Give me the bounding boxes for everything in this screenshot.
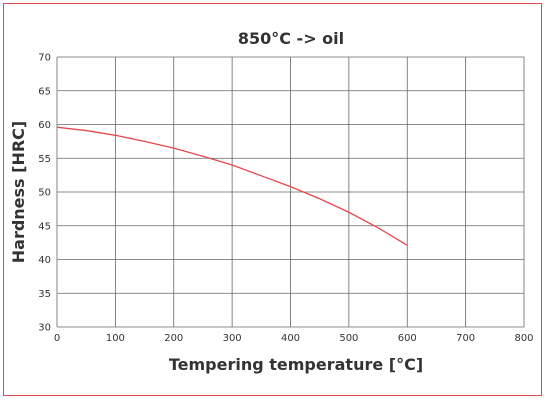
x-tick-label: 100 [106,333,125,344]
y-tick-label: 60 [38,120,51,131]
chart-title: 850°C -> oil [238,29,344,48]
y-tick-label: 65 [38,86,51,97]
y-tick-label: 50 [38,188,51,199]
y-tick-label: 55 [38,154,51,165]
x-tick-label: 400 [281,333,300,344]
x-tick-labels: 0 100 200 300 400 500 600 700 800 [54,333,534,344]
y-tick-label: 35 [38,289,51,300]
x-tick-label: 700 [456,333,475,344]
x-tick-label: 600 [398,333,417,344]
grid [56,56,525,328]
y-tick-label: 45 [38,221,51,232]
y-tick-label: 30 [38,323,51,334]
chart-frame [3,3,542,396]
x-tick-label: 200 [164,333,183,344]
y-axis-label: Hardness [HRC] [9,121,28,263]
x-tick-label: 500 [339,333,358,344]
x-tick-label: 0 [54,333,60,344]
x-tick-label: 800 [514,333,533,344]
series-layer [56,126,408,246]
y-tick-labels: 30 35 40 45 50 55 60 65 70 [38,53,51,334]
x-axis-label: Tempering temperature [°C] [169,355,423,374]
x-tick-label: 300 [223,333,242,344]
y-tick-label: 40 [38,255,51,266]
hardness-curve [56,126,408,246]
y-tick-label: 70 [38,53,51,64]
